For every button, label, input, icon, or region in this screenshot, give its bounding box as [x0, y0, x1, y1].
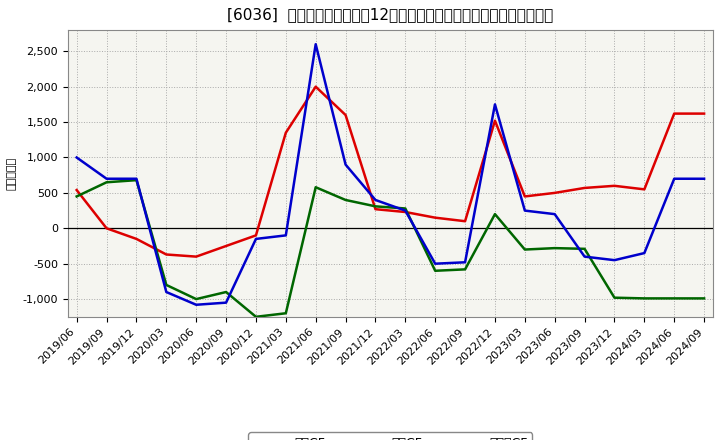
- 投資CF: [610, 295, 618, 301]
- フリーCF: [371, 197, 379, 202]
- 営業CF: [700, 111, 708, 116]
- 営業CF: [490, 118, 499, 123]
- 投資CF: [162, 282, 171, 288]
- 営業CF: [431, 215, 439, 220]
- 投資CF: [251, 314, 260, 319]
- Line: フリーCF: フリーCF: [77, 44, 704, 305]
- 投資CF: [670, 296, 678, 301]
- 投資CF: [102, 180, 111, 185]
- フリーCF: [550, 212, 559, 217]
- Y-axis label: （百万円）: （百万円）: [7, 157, 17, 190]
- フリーCF: [640, 250, 649, 256]
- 投資CF: [73, 194, 81, 199]
- 営業CF: [132, 236, 140, 242]
- フリーCF: [700, 176, 708, 181]
- 営業CF: [311, 84, 320, 89]
- フリーCF: [341, 162, 350, 167]
- 営業CF: [73, 187, 81, 193]
- フリーCF: [670, 176, 678, 181]
- Line: 投資CF: 投資CF: [77, 180, 704, 317]
- 営業CF: [670, 111, 678, 116]
- 投資CF: [401, 206, 410, 211]
- 営業CF: [222, 243, 230, 249]
- 営業CF: [401, 209, 410, 215]
- フリーCF: [401, 208, 410, 213]
- フリーCF: [192, 302, 200, 308]
- 営業CF: [640, 187, 649, 192]
- 営業CF: [102, 226, 111, 231]
- フリーCF: [73, 155, 81, 160]
- フリーCF: [102, 176, 111, 181]
- 営業CF: [162, 252, 171, 257]
- 投資CF: [490, 212, 499, 217]
- 投資CF: [132, 177, 140, 183]
- フリーCF: [132, 176, 140, 181]
- 投資CF: [521, 247, 529, 252]
- Line: 営業CF: 営業CF: [77, 87, 704, 257]
- フリーCF: [222, 300, 230, 305]
- 投資CF: [192, 297, 200, 302]
- 営業CF: [461, 219, 469, 224]
- 営業CF: [550, 190, 559, 195]
- 営業CF: [580, 185, 589, 191]
- フリーCF: [282, 233, 290, 238]
- フリーCF: [521, 208, 529, 213]
- 営業CF: [282, 130, 290, 136]
- フリーCF: [490, 102, 499, 107]
- 営業CF: [521, 194, 529, 199]
- Legend: 営業CF, 投資CF, フリーCF: 営業CF, 投資CF, フリーCF: [248, 432, 532, 440]
- フリーCF: [461, 260, 469, 265]
- 投資CF: [640, 296, 649, 301]
- 投資CF: [222, 290, 230, 295]
- 投資CF: [341, 197, 350, 202]
- フリーCF: [162, 290, 171, 295]
- フリーCF: [610, 257, 618, 263]
- 営業CF: [192, 254, 200, 259]
- 営業CF: [341, 112, 350, 117]
- 投資CF: [461, 267, 469, 272]
- フリーCF: [251, 236, 260, 242]
- 投資CF: [550, 246, 559, 251]
- 営業CF: [251, 233, 260, 238]
- 営業CF: [610, 183, 618, 188]
- 投資CF: [700, 296, 708, 301]
- フリーCF: [431, 261, 439, 266]
- フリーCF: [311, 41, 320, 47]
- Title: [6036]  キャッシュフローの12か月移動合計の対前年同期増減額の推移: [6036] キャッシュフローの12か月移動合計の対前年同期増減額の推移: [228, 7, 554, 22]
- 投資CF: [282, 311, 290, 316]
- 投資CF: [371, 204, 379, 209]
- 投資CF: [580, 246, 589, 252]
- 営業CF: [371, 206, 379, 212]
- フリーCF: [580, 254, 589, 259]
- 投資CF: [311, 185, 320, 190]
- 投資CF: [431, 268, 439, 273]
